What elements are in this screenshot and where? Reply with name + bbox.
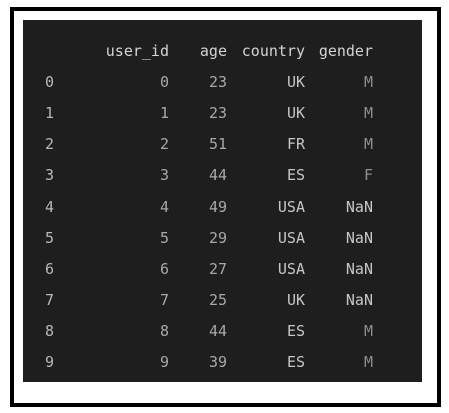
cell-user-id: 2	[159, 135, 169, 154]
row-index: 2	[45, 135, 55, 154]
console-output: user_id age country gender 0 0 23 UK M 1…	[23, 20, 422, 382]
row-index: 0	[45, 72, 55, 91]
cell-country: ES	[286, 353, 305, 372]
cell-country: FR	[286, 135, 305, 154]
cell-country: UK	[286, 291, 305, 310]
table-row: 6 6 27 USA NaN	[23, 253, 373, 284]
column-header-country: country	[241, 41, 305, 60]
cell-user-id: 5	[159, 228, 169, 247]
cell-country: UK	[286, 72, 305, 91]
row-index: 9	[45, 353, 55, 372]
cell-age: 51	[208, 135, 227, 154]
cell-gender: M	[363, 103, 373, 122]
cell-gender: F	[363, 166, 373, 185]
cell-country: USA	[277, 259, 305, 278]
cell-age: 27	[208, 259, 227, 278]
cell-age: 29	[208, 228, 227, 247]
table-row: 2 2 51 FR M	[23, 129, 373, 160]
cell-user-id: 8	[159, 322, 169, 341]
cell-user-id: 0	[159, 72, 169, 91]
cell-gender: M	[363, 72, 373, 91]
cell-gender: NaN	[345, 197, 373, 216]
table-header-row: user_id age country gender	[23, 35, 373, 66]
cell-country: UK	[286, 103, 305, 122]
cell-country: USA	[277, 228, 305, 247]
cell-user-id: 4	[159, 197, 169, 216]
cell-gender: NaN	[345, 291, 373, 310]
column-header-user-id: user_id	[105, 41, 169, 60]
table-row: 5 5 29 USA NaN	[23, 222, 373, 253]
row-index: 3	[45, 166, 55, 185]
row-index: 7	[45, 291, 55, 310]
cell-user-id: 6	[159, 259, 169, 278]
cell-country: ES	[286, 166, 305, 185]
table-row: 9 9 39 ES M	[23, 347, 373, 378]
cell-age: 23	[208, 72, 227, 91]
cell-gender: NaN	[345, 228, 373, 247]
cell-gender: M	[363, 353, 373, 372]
table-row: 7 7 25 UK NaN	[23, 285, 373, 316]
row-index: 5	[45, 228, 55, 247]
cell-country: USA	[277, 197, 305, 216]
cell-gender: M	[363, 322, 373, 341]
row-index: 8	[45, 322, 55, 341]
cell-user-id: 9	[159, 353, 169, 372]
screenshot-frame: user_id age country gender 0 0 23 UK M 1…	[10, 7, 441, 407]
cell-age: 44	[208, 166, 227, 185]
row-index: 1	[45, 103, 55, 122]
cell-country: ES	[286, 322, 305, 341]
index-header	[23, 35, 105, 66]
table-row: 4 4 49 USA NaN	[23, 191, 373, 222]
column-header-gender: gender	[318, 41, 373, 60]
cell-age: 25	[208, 291, 227, 310]
row-index: 4	[45, 197, 55, 216]
cell-age: 49	[208, 197, 227, 216]
table-row: 8 8 44 ES M	[23, 316, 373, 347]
dataframe-table: user_id age country gender 0 0 23 UK M 1…	[23, 35, 373, 378]
table-row: 0 0 23 UK M	[23, 66, 373, 97]
cell-age: 23	[208, 103, 227, 122]
table-row: 1 1 23 UK M	[23, 97, 373, 128]
cell-user-id: 1	[159, 103, 169, 122]
cell-user-id: 3	[159, 166, 169, 185]
column-header-age: age	[199, 41, 227, 60]
cell-gender: M	[363, 135, 373, 154]
table-row: 3 3 44 ES F	[23, 160, 373, 191]
cell-user-id: 7	[159, 291, 169, 310]
cell-age: 39	[208, 353, 227, 372]
cell-gender: NaN	[345, 259, 373, 278]
cell-age: 44	[208, 322, 227, 341]
row-index: 6	[45, 259, 55, 278]
